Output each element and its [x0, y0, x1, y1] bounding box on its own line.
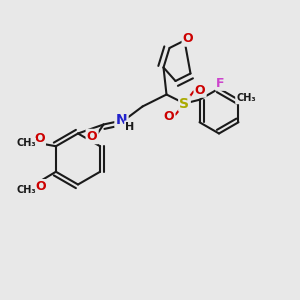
Text: O: O: [36, 180, 46, 193]
Text: O: O: [183, 32, 194, 46]
Text: O: O: [195, 83, 206, 97]
Text: N: N: [116, 113, 127, 127]
Text: F: F: [216, 76, 225, 90]
Text: O: O: [164, 110, 174, 123]
Text: H: H: [125, 122, 134, 132]
Text: CH₃: CH₃: [16, 138, 36, 148]
Text: CH₃: CH₃: [236, 93, 256, 103]
Text: S: S: [179, 97, 190, 110]
Text: O: O: [87, 130, 98, 143]
Text: CH₃: CH₃: [16, 185, 36, 195]
Text: O: O: [34, 132, 45, 145]
